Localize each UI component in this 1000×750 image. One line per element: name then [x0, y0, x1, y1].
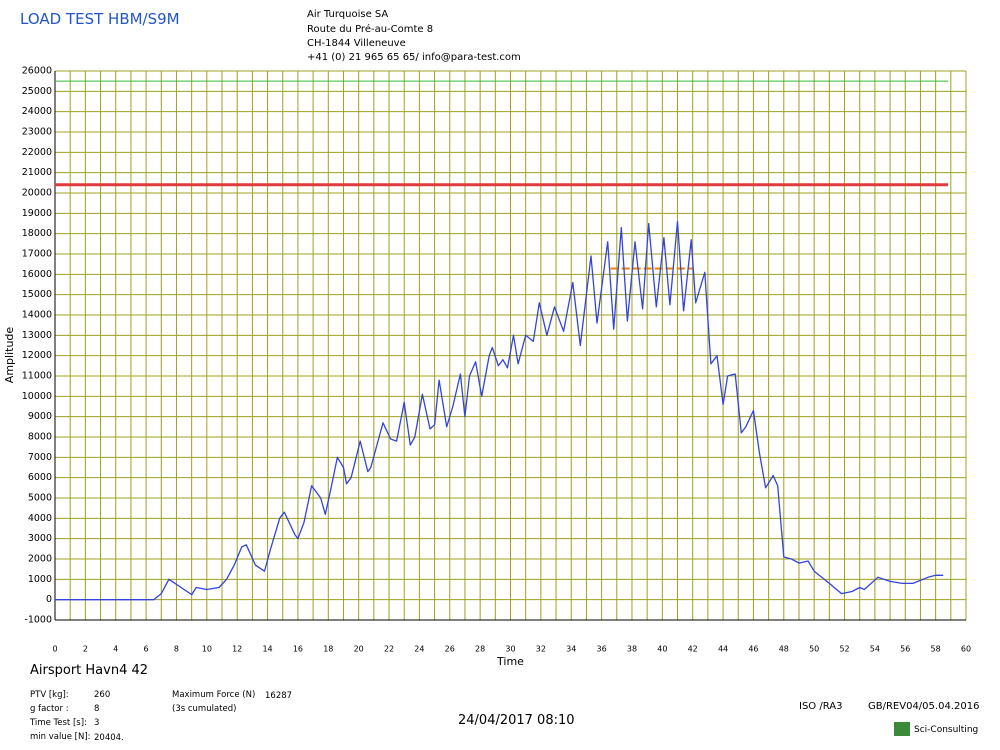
- x-tick-label: 36: [597, 645, 607, 654]
- x-tick-label: 34: [566, 645, 576, 654]
- y-tick-label: 26000: [22, 66, 52, 77]
- x-tick-label: 4: [113, 645, 118, 654]
- revision: GB/REV04/05.04.2016: [868, 701, 980, 712]
- x-tick-label: 44: [718, 645, 728, 654]
- x-tick-label: 14: [262, 645, 272, 654]
- y-tick-label: 23000: [22, 127, 52, 138]
- x-tick-label: 58: [931, 645, 941, 654]
- y-tick-label: 24000: [22, 106, 52, 117]
- x-tick-label: 10: [202, 645, 212, 654]
- field-value: 20404.: [94, 733, 124, 743]
- x-tick-label: 48: [779, 645, 789, 654]
- x-tick-label: 40: [657, 645, 667, 654]
- x-tick-label: 46: [748, 645, 758, 654]
- y-tick-label: 7000: [28, 452, 52, 463]
- max-value: 16287: [265, 691, 293, 701]
- title: LOAD TEST HBM/S9M: [20, 10, 180, 28]
- max-note: (3s cumulated): [172, 704, 237, 714]
- y-tick-label: 17000: [22, 249, 52, 260]
- x-tick-label: 60: [961, 645, 971, 654]
- x-tick-label: 52: [839, 645, 849, 654]
- x-tick-label: 22: [384, 645, 394, 654]
- y-tick-label: 5000: [28, 493, 52, 504]
- y-tick-label: 15000: [22, 289, 52, 300]
- x-tick-label: 24: [414, 645, 424, 654]
- y-tick-label: 3000: [28, 533, 52, 544]
- y-tick-label: 2000: [28, 554, 52, 565]
- y-tick-label: 21000: [22, 167, 52, 178]
- field-label: g factor :: [30, 704, 69, 714]
- field-value: 260: [94, 690, 111, 700]
- y-tick-label: 0: [46, 594, 52, 605]
- field-value: 3: [94, 718, 100, 728]
- y-tick-label: 22000: [22, 147, 52, 158]
- y-tick-label: 10000: [22, 391, 52, 402]
- y-tick-label: 14000: [22, 310, 52, 321]
- y-tick-label: 18000: [22, 228, 52, 239]
- max-label: Maximum Force (N): [172, 690, 256, 700]
- x-tick-label: 12: [232, 645, 242, 654]
- y-tick-label: 19000: [22, 208, 52, 219]
- y-tick-label: 8000: [28, 432, 52, 443]
- address-line: CH-1844 Villeneuve: [307, 38, 406, 49]
- chart: -1000 0 1000 2000 3000 4000 5000 6000 7000 8000 90…: [3, 66, 971, 669]
- x-tick-label: 28: [475, 645, 485, 654]
- data-line: [55, 220, 944, 601]
- y-tick-label: 1000: [28, 574, 52, 585]
- address-line: Route du Pré-au-Comte 8: [307, 24, 434, 35]
- x-tick-label: 26: [445, 645, 455, 654]
- x-tick-label: 2: [83, 645, 88, 654]
- y-tick-label: 6000: [28, 472, 52, 483]
- y-tick-label: 16000: [22, 269, 52, 280]
- date: 24/04/2017 08:10: [458, 713, 575, 728]
- y-tick-label: 11000: [22, 371, 52, 382]
- x-tick-label: 56: [900, 645, 910, 654]
- x-tick-label: 6: [144, 645, 149, 654]
- y-tick-label: 20000: [22, 188, 52, 199]
- x-tick-label: 0: [52, 645, 57, 654]
- x-tick-label: 42: [688, 645, 698, 654]
- brand: Sci-Consulting: [914, 725, 979, 735]
- test-name: Airsport Havn4 42: [30, 663, 149, 678]
- y-tick-label: 25000: [22, 86, 52, 97]
- y-tick-label: 13000: [22, 330, 52, 341]
- x-tick-label: 50: [809, 645, 819, 654]
- x-tick-label: 16: [293, 645, 303, 654]
- field-value: 8: [94, 704, 100, 714]
- address-line: +41 (0) 21 965 65 65/ info@para-test.com: [307, 52, 521, 63]
- y-tick-label: 4000: [28, 513, 52, 524]
- y-tick-label: 9000: [28, 411, 52, 422]
- y-tick-label: 12000: [22, 350, 52, 361]
- y-axis-label: Amplitude: [3, 327, 16, 384]
- y-tick-label: -1000: [24, 615, 52, 626]
- field-label: min value [N]:: [30, 732, 91, 742]
- field-label: Time Test [s]:: [30, 718, 87, 728]
- x-axis-label: Time: [496, 655, 524, 668]
- x-tick-label: 38: [627, 645, 637, 654]
- field-label: PTV [kg]:: [30, 690, 69, 700]
- address-line: Air Turquoise SA: [307, 9, 389, 20]
- standard: ISO /RA3: [799, 701, 843, 712]
- x-tick-label: 54: [870, 645, 880, 654]
- x-tick-label: 30: [505, 645, 515, 654]
- x-tick-label: 20: [354, 645, 364, 654]
- x-tick-label: 18: [323, 645, 333, 654]
- x-tick-label: 8: [174, 645, 179, 654]
- x-tick-label: 32: [536, 645, 546, 654]
- logo: [894, 722, 910, 736]
